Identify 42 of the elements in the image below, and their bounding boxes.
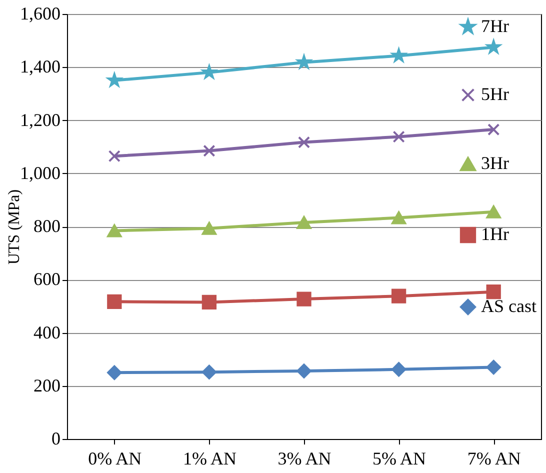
point [107, 294, 122, 309]
x-tick-label: 1% AN [182, 448, 236, 468]
point [488, 123, 500, 136]
y-tick-label: 200 [34, 375, 60, 396]
point [296, 216, 312, 229]
y-axis-title: UTS (MPa) [6, 189, 23, 265]
point [202, 364, 217, 380]
point [391, 288, 406, 304]
legend-label: 5Hr [481, 84, 509, 104]
point [203, 144, 216, 157]
point [486, 205, 501, 218]
point [391, 211, 406, 224]
y-tick-label: 600 [34, 269, 60, 290]
point [202, 222, 217, 235]
y-tick-label: 1,200 [20, 110, 60, 130]
point [486, 284, 501, 300]
legend-label: 3Hr [481, 153, 509, 173]
y-tick-label: 0 [52, 428, 60, 448]
x-tick-label: 0% AN [88, 448, 142, 468]
legend-label: 1Hr [481, 224, 509, 244]
point [392, 48, 406, 62]
y-tick-label: 1,400 [20, 56, 60, 77]
point [107, 365, 122, 380]
point [202, 294, 217, 310]
x-tick-label: 3% AN [278, 448, 332, 468]
point [392, 130, 405, 143]
point [486, 40, 501, 54]
point [107, 224, 122, 238]
point [296, 364, 312, 378]
point [296, 292, 312, 306]
point [391, 362, 406, 377]
x-tick-label: 7% AN [467, 448, 521, 468]
legend-label: 7Hr [481, 16, 509, 36]
point [108, 150, 120, 162]
point [298, 136, 310, 148]
legend-label: AS cast [481, 296, 536, 316]
point [486, 360, 501, 375]
y-tick-label: 800 [34, 216, 60, 236]
x-tick-label: 5% AN [372, 448, 426, 468]
y-tick-label: 400 [34, 322, 60, 342]
y-tick-label: 1,600 [20, 4, 60, 24]
y-tick-label: 1,000 [20, 162, 60, 183]
